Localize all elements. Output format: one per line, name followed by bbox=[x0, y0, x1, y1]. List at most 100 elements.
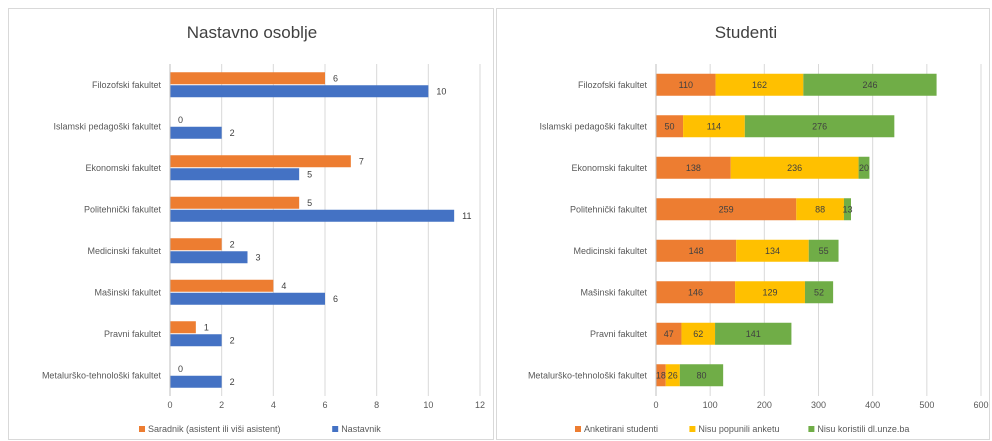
data-label: 138 bbox=[686, 163, 701, 173]
bar-segment-nisu-medicinski-fakultet bbox=[736, 239, 809, 262]
x-tick-label: 100 bbox=[703, 400, 718, 410]
bar-segment-nisu-ekonomski-fakultet bbox=[858, 156, 870, 179]
bar-segment-nisu-masinski-fakultet bbox=[735, 281, 805, 304]
bar-segment-nisu-islamski-pedagoski-fakultet bbox=[744, 115, 895, 138]
bar-segment-nisu-politehnicki-fakultet bbox=[796, 198, 844, 221]
data-label: 6 bbox=[333, 294, 338, 304]
data-label: 2 bbox=[230, 335, 235, 345]
legend-label-nisu-popunili-anketu: Nisu popunili anketu bbox=[698, 424, 779, 434]
bar-segment-anketirani-politehnicki-fakultet bbox=[656, 198, 797, 221]
data-label: 5 bbox=[307, 169, 312, 179]
data-label: 26 bbox=[668, 370, 678, 380]
bar-nastavnik-pravni-fakultet bbox=[170, 334, 222, 347]
category-label-masinski-fakultet: Mašinski fakultet bbox=[94, 287, 161, 297]
category-label-medicinski-fakultet: Medicinski fakultet bbox=[573, 246, 647, 256]
legend-label-anketirani-studenti: Anketirani studenti bbox=[584, 424, 658, 434]
data-label: 5 bbox=[307, 198, 312, 208]
category-label-masinski-fakultet: Mašinski fakultet bbox=[580, 287, 647, 297]
bar-segment-nisu-filozofski-fakultet bbox=[803, 73, 937, 96]
data-label: 276 bbox=[812, 121, 827, 131]
chart-panel-nastavno-osoblje: Nastavno osoblje 0 2 4 6 8 10 12 Filozofski faku… bbox=[8, 8, 494, 440]
chart-title: Studenti bbox=[715, 23, 777, 42]
bar-nastavnik-ekonomski-fakultet bbox=[170, 168, 300, 181]
category-label-pravni-fakultet: Pravni fakultet bbox=[104, 329, 162, 339]
bar-segment-nisu-ekonomski-fakultet bbox=[730, 156, 859, 179]
legend: Anketirani studenti Nisu popunili anketu N… bbox=[575, 424, 909, 434]
bar-nastavnik-filozofski-fakultet bbox=[170, 85, 429, 98]
bar-saradnik-ekonomski-fakultet bbox=[170, 155, 351, 168]
data-label: 18 bbox=[656, 370, 666, 380]
data-label: 2 bbox=[230, 128, 235, 138]
category-label-politehnicki-fakultet: Politehnički fakultet bbox=[570, 204, 648, 214]
x-tick-label: 4 bbox=[271, 400, 276, 410]
data-label: 20 bbox=[859, 163, 869, 173]
data-label: 3 bbox=[256, 252, 261, 262]
x-tick-label: 400 bbox=[865, 400, 880, 410]
x-tick-label: 0 bbox=[167, 400, 172, 410]
bar-saradnik-politehnicki-fakultet bbox=[170, 196, 300, 209]
legend: Saradnik (asistent ili viši asistent) Nas… bbox=[139, 424, 381, 434]
category-label-filozofski-fakultet: Filozofski fakultet bbox=[578, 80, 648, 90]
bar-segment-nisu-politehnicki-fakultet bbox=[843, 198, 851, 221]
data-label: 52 bbox=[814, 287, 824, 297]
x-tick-label: 600 bbox=[973, 400, 988, 410]
bar-segment-nisu-medicinski-fakultet bbox=[808, 239, 839, 262]
bar-segment-nisu-metalursko-tehnoloski-fakultet bbox=[665, 364, 680, 387]
bar-saradnik-filozofski-fakultet bbox=[170, 72, 325, 85]
data-label: 129 bbox=[763, 287, 778, 297]
x-tick-label: 10 bbox=[423, 400, 433, 410]
chart-studenti: Studenti 0 100 200 300 400 500 600 Filozofski fa… bbox=[528, 23, 989, 434]
data-label: 4 bbox=[281, 281, 286, 291]
category-label-medicinski-fakultet: Medicinski fakultet bbox=[87, 246, 161, 256]
bar-segment-anketirani-metalursko-tehnoloski-fakultet bbox=[656, 364, 666, 387]
data-label: 141 bbox=[746, 329, 761, 339]
category-label-politehnicki-fakultet: Politehnički fakultet bbox=[84, 204, 162, 214]
bar-segment-nisu-filozofski-fakultet bbox=[715, 73, 804, 96]
bar-segment-anketirani-ekonomski-fakultet bbox=[656, 156, 731, 179]
legend-label-saradnik: Saradnik (asistent ili viši asistent) bbox=[148, 424, 281, 434]
x-tick-label: 12 bbox=[475, 400, 485, 410]
legend-swatch-nisu bbox=[689, 426, 696, 432]
bar-segment-nisu-masinski-fakultet bbox=[804, 281, 834, 304]
x-tick-label: 6 bbox=[322, 400, 327, 410]
data-label: 13 bbox=[842, 204, 852, 214]
bar-segment-anketirani-masinski-fakultet bbox=[656, 281, 736, 304]
bar-saradnik-masinski-fakultet bbox=[170, 279, 274, 292]
data-label: 134 bbox=[765, 246, 780, 256]
bar-nastavnik-politehnicki-fakultet bbox=[170, 209, 455, 222]
x-tick-label: 200 bbox=[757, 400, 772, 410]
data-label: 146 bbox=[688, 287, 703, 297]
data-label: 246 bbox=[862, 80, 877, 90]
x-tick-label: 2 bbox=[219, 400, 224, 410]
category-label-ekonomski-fakultet: Ekonomski fakultet bbox=[571, 163, 647, 173]
category-label-metalursko-tehnoloski-fakultet: Metalurško-tehnološki fakultet bbox=[528, 370, 648, 380]
data-label: 0 bbox=[178, 364, 183, 374]
bar-segment-anketirani-filozofski-fakultet bbox=[656, 73, 716, 96]
data-label: 2 bbox=[230, 239, 235, 249]
data-label: 80 bbox=[696, 370, 706, 380]
bar-saradnik-pravni-fakultet bbox=[170, 321, 196, 334]
data-label: 0 bbox=[178, 115, 183, 125]
legend-swatch-saradnik bbox=[139, 426, 145, 432]
category-label-metalursko-tehnoloski-fakultet: Metalurško-tehnološki fakultet bbox=[42, 370, 162, 380]
bar-segment-nisu-pravni-fakultet bbox=[715, 322, 792, 345]
bar-segment-anketirani-medicinski-fakultet bbox=[656, 239, 737, 262]
data-label: 2 bbox=[230, 377, 235, 387]
data-label: 11 bbox=[462, 211, 471, 221]
data-label: 10 bbox=[436, 86, 446, 96]
bar-nastavnik-metalursko-tehnoloski-fakultet bbox=[170, 375, 222, 388]
category-label-islamski-pedagoski-fakultet: Islamski pedagoški fakultet bbox=[53, 121, 161, 131]
bar-nastavnik-masinski-fakultet bbox=[170, 292, 325, 305]
bar-segment-nisu-metalursko-tehnoloski-fakultet bbox=[679, 364, 724, 387]
data-label: 55 bbox=[819, 246, 829, 256]
chart-title: Nastavno osoblje bbox=[187, 23, 317, 42]
data-label: 236 bbox=[787, 163, 802, 173]
data-label: 88 bbox=[815, 204, 825, 214]
legend-swatch-anketirani bbox=[575, 426, 581, 432]
data-label: 148 bbox=[689, 246, 704, 256]
data-label: 7 bbox=[359, 156, 364, 166]
data-label: 114 bbox=[707, 121, 721, 131]
bar-segment-anketirani-islamski-pedagoski-fakultet bbox=[656, 115, 684, 138]
legend-swatch-nisu bbox=[808, 426, 815, 432]
